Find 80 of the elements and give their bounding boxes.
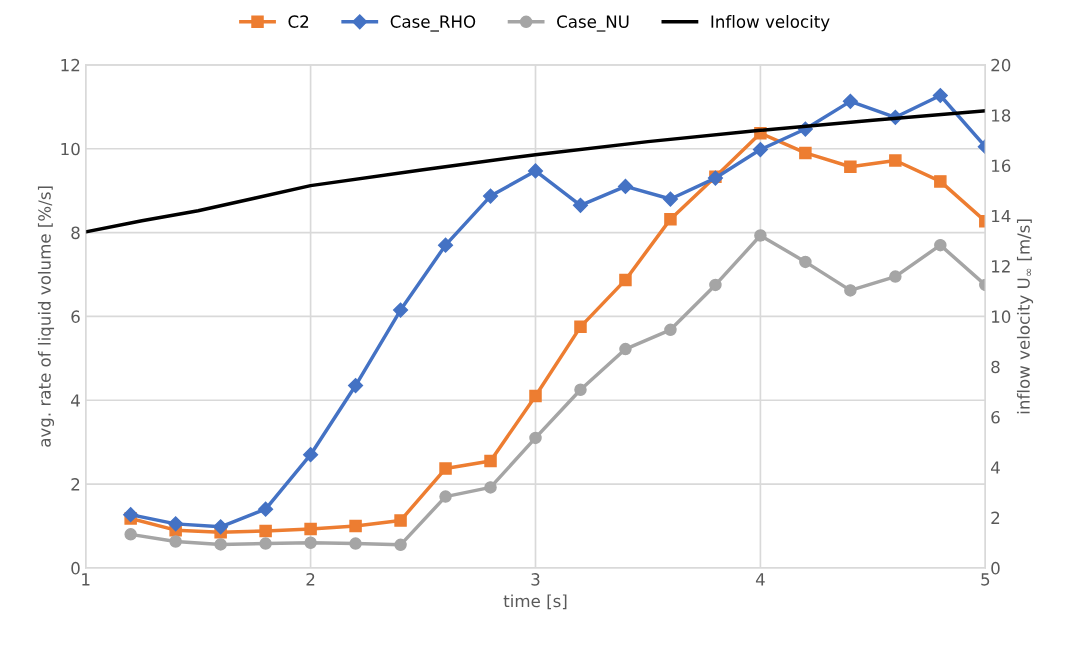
point bbox=[484, 481, 497, 494]
y-tick-label: 8 bbox=[71, 226, 80, 240]
point bbox=[213, 519, 229, 535]
point bbox=[844, 284, 857, 297]
y2-axis-title: inflow velocity U$_{∞}$ [m/s] bbox=[1016, 219, 1034, 414]
point bbox=[709, 278, 722, 292]
point bbox=[932, 87, 948, 104]
point bbox=[619, 273, 632, 287]
point bbox=[123, 507, 139, 523]
y2-tick-label: 8 bbox=[991, 360, 1000, 374]
y-tick-label: 2 bbox=[71, 478, 80, 491]
point bbox=[934, 175, 947, 188]
y2-tick-label: 0 bbox=[991, 561, 1000, 575]
y2-tick-label: 12 bbox=[992, 260, 1010, 273]
y-tick-label: 4 bbox=[71, 394, 80, 407]
point bbox=[664, 212, 677, 226]
point bbox=[349, 519, 362, 533]
y2-tick-label: 4 bbox=[991, 461, 1000, 474]
point bbox=[259, 524, 272, 538]
point bbox=[349, 537, 362, 550]
y2-tick-label: 10 bbox=[992, 310, 1011, 323]
point bbox=[572, 197, 589, 213]
y2-tick-label: 16 bbox=[992, 159, 1011, 173]
point bbox=[889, 154, 902, 167]
x-tick-label: 3 bbox=[531, 573, 540, 586]
x-tick-label: 2 bbox=[306, 573, 315, 586]
x-axis-title: time [s] bbox=[503, 594, 567, 610]
y-tick-label: 0 bbox=[71, 561, 80, 575]
point bbox=[617, 178, 634, 195]
point bbox=[392, 302, 409, 318]
point bbox=[754, 229, 767, 242]
point bbox=[529, 431, 542, 445]
point bbox=[304, 522, 317, 536]
point bbox=[574, 383, 587, 396]
legend-label: Case_NU bbox=[557, 15, 629, 32]
point bbox=[437, 237, 454, 253]
point bbox=[574, 320, 587, 334]
point bbox=[799, 146, 812, 160]
point bbox=[169, 535, 182, 548]
point bbox=[662, 191, 679, 207]
point bbox=[482, 188, 499, 204]
y2-tick-label: 2 bbox=[991, 511, 1000, 524]
point bbox=[394, 538, 407, 552]
point bbox=[303, 447, 319, 463]
point bbox=[484, 454, 497, 468]
point bbox=[799, 255, 812, 269]
y2-tick-label: 14 bbox=[992, 209, 1011, 223]
point bbox=[527, 163, 544, 179]
legend-label: Case_RHO bbox=[390, 15, 476, 32]
point bbox=[304, 536, 317, 549]
y-tick-label: 6 bbox=[71, 310, 80, 323]
point bbox=[889, 270, 902, 283]
line-series bbox=[85, 109, 986, 234]
point bbox=[752, 141, 768, 158]
x-tick-label: 5 bbox=[981, 573, 990, 586]
point bbox=[439, 490, 452, 503]
point bbox=[439, 462, 452, 475]
point bbox=[348, 377, 364, 394]
x-tick-label: 1 bbox=[82, 573, 90, 586]
y-tick-label: 12 bbox=[61, 58, 80, 72]
point bbox=[934, 238, 947, 252]
point bbox=[664, 323, 677, 337]
point bbox=[214, 538, 227, 551]
point bbox=[124, 528, 137, 541]
y2-tick-label: 18 bbox=[992, 109, 1011, 122]
legend-label: Inflow velocity bbox=[711, 15, 830, 32]
point bbox=[619, 342, 632, 356]
point bbox=[842, 93, 858, 109]
point bbox=[168, 516, 184, 532]
point bbox=[844, 160, 857, 174]
point bbox=[529, 389, 542, 403]
y2-tick-label: 20 bbox=[991, 58, 1011, 72]
legend-label: C2 bbox=[288, 15, 309, 28]
point bbox=[258, 501, 274, 517]
y2-tick-label: 6 bbox=[991, 410, 1000, 424]
point bbox=[394, 514, 407, 527]
y-axis-title: avg. rate of liquid volume [%/s] bbox=[37, 186, 55, 447]
x-tick-label: 4 bbox=[755, 573, 765, 586]
point bbox=[259, 537, 272, 550]
y-tick-label: 10 bbox=[61, 142, 80, 156]
